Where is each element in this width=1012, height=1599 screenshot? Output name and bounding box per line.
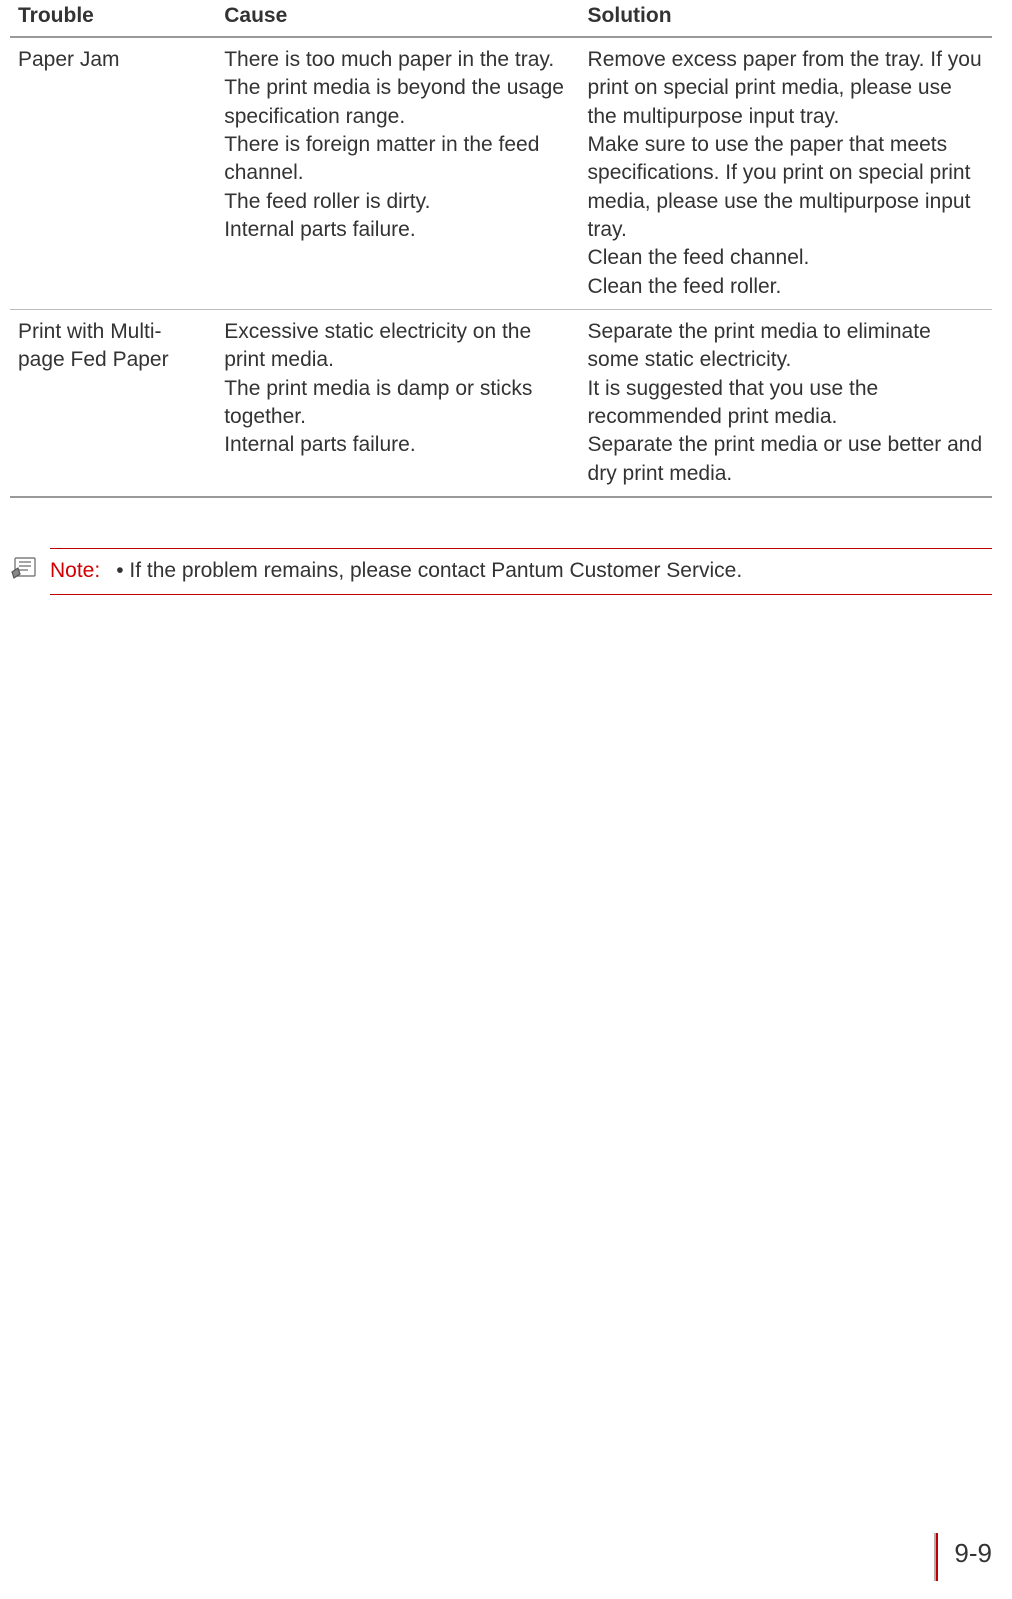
- header-cause: Cause: [216, 0, 579, 37]
- page-number-bar: [934, 1533, 938, 1581]
- cell-trouble: Paper Jam: [10, 37, 216, 310]
- header-trouble: Trouble: [10, 0, 216, 37]
- cell-cause: Excessive static electricity on the prin…: [216, 310, 579, 498]
- note-icon: [10, 548, 50, 585]
- table-body: Paper Jam There is too much paper in the…: [10, 37, 992, 497]
- note-section: Note: • If the problem remains, please c…: [10, 548, 992, 594]
- troubleshooting-table: Trouble Cause Solution Paper Jam There i…: [10, 0, 992, 498]
- page-number: 9-9: [940, 1538, 992, 1569]
- note-label: Note:: [50, 557, 100, 585]
- table-header-row: Trouble Cause Solution: [10, 0, 992, 37]
- cell-solution: Separate the print media to eliminate so…: [580, 310, 992, 498]
- cell-trouble: Print with Multi-page Fed Paper: [10, 310, 216, 498]
- note-body: Note: • If the problem remains, please c…: [50, 548, 992, 594]
- cell-solution: Remove excess paper from the tray. If yo…: [580, 37, 992, 310]
- header-solution: Solution: [580, 0, 992, 37]
- table-row: Paper Jam There is too much paper in the…: [10, 37, 992, 310]
- cell-cause: There is too much paper in the tray.The …: [216, 37, 579, 310]
- note-text: • If the problem remains, please contact…: [116, 557, 742, 585]
- page-content: Trouble Cause Solution Paper Jam There i…: [0, 0, 1012, 595]
- table-row: Print with Multi-page Fed Paper Excessiv…: [10, 310, 992, 498]
